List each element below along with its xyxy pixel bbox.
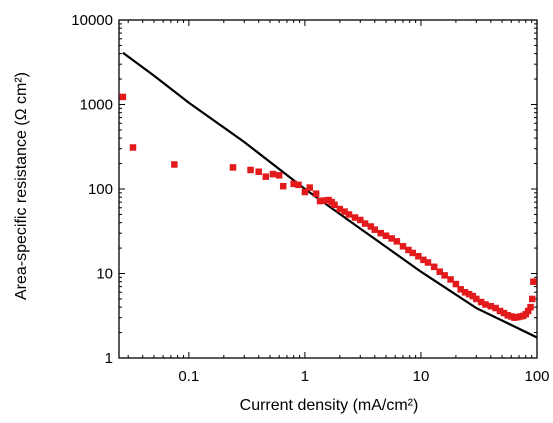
data-point bbox=[473, 295, 480, 303]
x-tick-label: 100 bbox=[524, 368, 549, 385]
data-point bbox=[262, 173, 270, 180]
data-point bbox=[487, 302, 495, 310]
data-point bbox=[399, 243, 407, 250]
y-tick-label: 1000 bbox=[80, 97, 113, 114]
data-point bbox=[290, 180, 297, 188]
data-point bbox=[388, 235, 395, 242]
y-tick-label: 1 bbox=[105, 350, 113, 367]
data-point bbox=[527, 303, 534, 311]
data-point bbox=[441, 272, 448, 279]
data-point bbox=[255, 168, 262, 175]
data-point bbox=[295, 181, 302, 189]
data-points-series bbox=[119, 93, 537, 321]
data-point bbox=[129, 144, 137, 151]
data-point bbox=[436, 268, 443, 275]
x-tick-label: 0.1 bbox=[178, 368, 199, 385]
data-point bbox=[371, 226, 379, 233]
data-point bbox=[279, 182, 287, 190]
data-point bbox=[345, 211, 353, 218]
data-point bbox=[306, 184, 313, 191]
data-point bbox=[336, 205, 344, 213]
data-point bbox=[457, 286, 464, 293]
x-tick-label: 10 bbox=[413, 368, 430, 385]
y-axis: 1 10 100 1000 10000 bbox=[71, 12, 537, 367]
data-point bbox=[492, 304, 499, 312]
data-point bbox=[171, 161, 178, 168]
data-point bbox=[275, 172, 283, 179]
data-point bbox=[529, 295, 536, 303]
data-point bbox=[496, 307, 504, 315]
data-point bbox=[367, 223, 375, 230]
x-axis-title: Current density (mA/cm²) bbox=[240, 397, 419, 414]
data-point bbox=[530, 278, 537, 285]
data-point bbox=[500, 309, 508, 317]
data-point bbox=[447, 276, 454, 283]
data-point bbox=[469, 292, 477, 300]
data-point bbox=[229, 164, 237, 171]
y-tick-label: 10000 bbox=[71, 12, 113, 29]
data-point bbox=[269, 170, 277, 178]
data-point bbox=[331, 201, 338, 209]
data-point bbox=[393, 238, 401, 245]
data-point bbox=[465, 290, 473, 298]
data-point bbox=[301, 188, 309, 196]
data-point bbox=[420, 256, 427, 264]
data-point bbox=[312, 190, 320, 197]
data-point bbox=[461, 289, 469, 296]
data-point bbox=[357, 216, 364, 224]
data-point bbox=[351, 214, 359, 221]
data-point bbox=[452, 280, 460, 288]
data-point bbox=[424, 259, 432, 266]
data-point bbox=[316, 197, 324, 205]
data-point bbox=[361, 220, 369, 227]
data-point bbox=[247, 166, 254, 174]
y-tick-label: 10 bbox=[96, 266, 113, 283]
data-point bbox=[524, 307, 532, 315]
data-point bbox=[382, 232, 390, 239]
data-point bbox=[504, 312, 512, 319]
x-axis: 0.1 1 10 100 bbox=[127, 20, 550, 385]
x-tick-label: 1 bbox=[301, 368, 309, 385]
data-point bbox=[320, 197, 327, 204]
data-point bbox=[377, 229, 384, 237]
y-tick-label: 100 bbox=[88, 181, 113, 198]
data-point bbox=[430, 263, 438, 271]
data-point bbox=[477, 298, 485, 306]
data-point bbox=[409, 249, 417, 257]
y-axis-title: Area-specific resistance (Ω cm²) bbox=[13, 72, 30, 300]
data-point bbox=[341, 208, 348, 215]
data-point bbox=[482, 301, 489, 308]
data-point bbox=[405, 246, 412, 254]
data-point bbox=[415, 253, 422, 260]
data-point bbox=[119, 93, 127, 101]
